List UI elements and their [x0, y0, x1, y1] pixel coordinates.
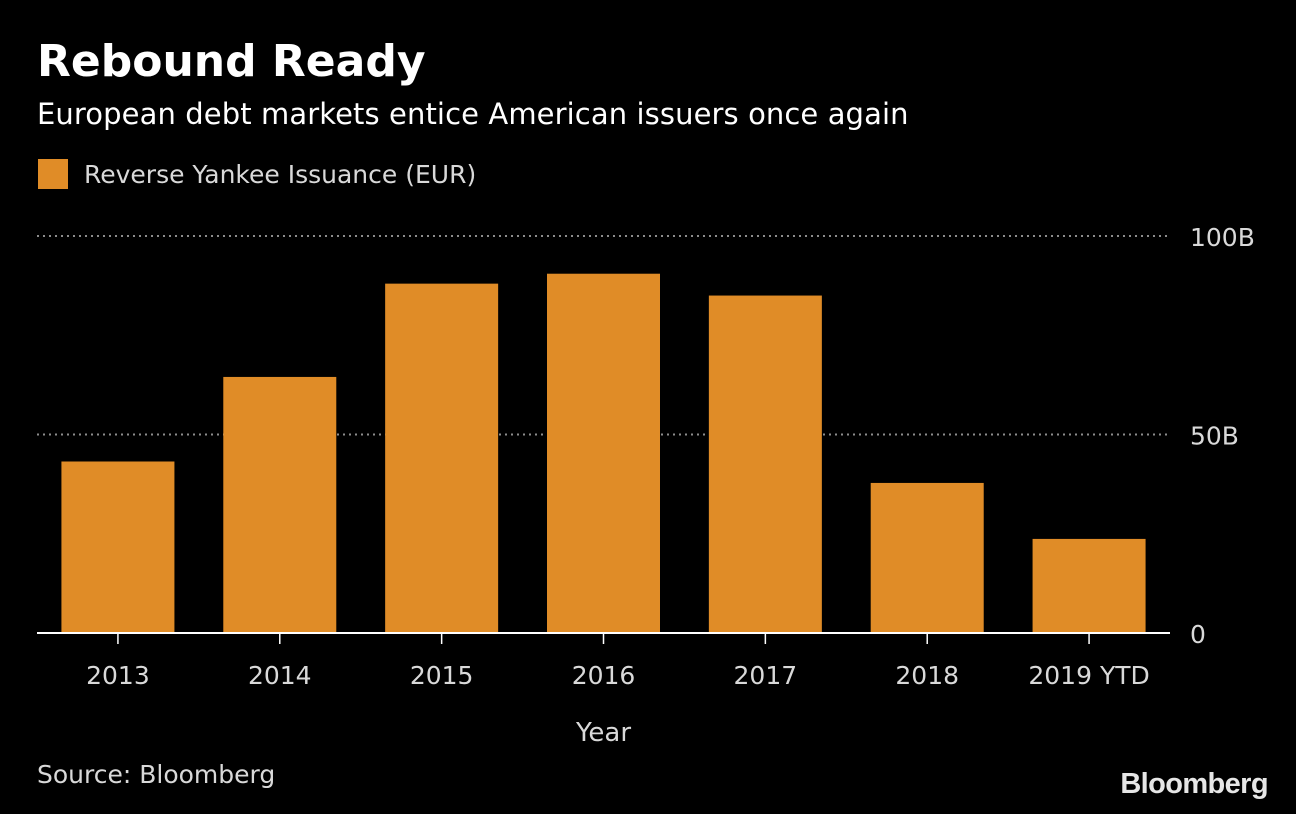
- x-tick-label: 2014: [248, 661, 312, 690]
- bar-2015: [385, 283, 499, 633]
- y-tick-label: 0: [1190, 620, 1206, 649]
- source-note: Source: Bloomberg: [37, 760, 276, 789]
- bar-2017: [708, 295, 822, 633]
- x-tick-label: 2017: [734, 661, 798, 690]
- legend-label: Reverse Yankee Issuance (EUR): [84, 159, 477, 189]
- x-tick-label: 2016: [572, 661, 636, 690]
- y-tick-label: 100B: [1190, 223, 1255, 252]
- bar-2014: [223, 376, 337, 633]
- x-tick-label: 2019 YTD: [1028, 661, 1149, 690]
- bar-2016: [547, 273, 660, 633]
- bar-2019-ytd: [1032, 538, 1146, 633]
- x-tick-label: 2015: [410, 661, 474, 690]
- chart-title: Rebound Ready: [37, 36, 426, 87]
- x-tick-label: 2013: [86, 661, 150, 690]
- y-tick-label: 50B: [1190, 422, 1239, 451]
- legend: Reverse Yankee Issuance (EUR): [38, 156, 476, 192]
- legend-swatch: [38, 159, 68, 189]
- bar-2018: [870, 482, 984, 633]
- bloomberg-logo: Bloomberg: [1120, 768, 1268, 800]
- chart-subtitle: European debt markets entice American is…: [37, 97, 909, 131]
- x-tick-label: 2018: [895, 661, 959, 690]
- x-axis-title: Year: [575, 718, 631, 748]
- bar-2013: [61, 461, 175, 633]
